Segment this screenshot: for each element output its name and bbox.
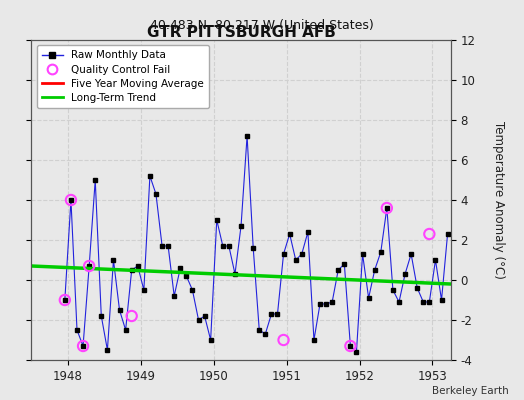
Point bbox=[425, 231, 433, 237]
Y-axis label: Temperature Anomaly (°C): Temperature Anomaly (°C) bbox=[492, 121, 505, 279]
Point bbox=[61, 297, 69, 303]
Point bbox=[127, 313, 136, 319]
Point bbox=[67, 197, 75, 203]
Text: 40.483 N, 80.217 W (United States): 40.483 N, 80.217 W (United States) bbox=[150, 20, 374, 32]
Point bbox=[279, 337, 288, 343]
Title: GTR PITTSBURGH AFB: GTR PITTSBURGH AFB bbox=[147, 25, 335, 40]
Legend: Raw Monthly Data, Quality Control Fail, Five Year Moving Average, Long-Term Tren: Raw Monthly Data, Quality Control Fail, … bbox=[37, 45, 209, 108]
Point bbox=[85, 263, 93, 269]
Point bbox=[346, 343, 355, 349]
Text: Berkeley Earth: Berkeley Earth bbox=[432, 386, 508, 396]
Point bbox=[383, 205, 391, 211]
Point bbox=[79, 343, 88, 349]
